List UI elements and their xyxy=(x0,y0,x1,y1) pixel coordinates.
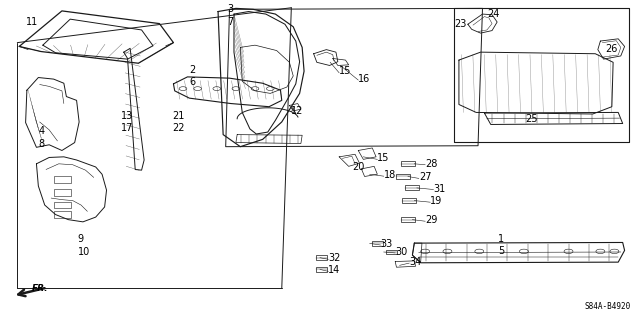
Text: 14: 14 xyxy=(328,265,340,276)
Text: 11: 11 xyxy=(26,17,38,27)
Text: 20: 20 xyxy=(352,162,364,172)
Bar xyxy=(316,267,327,272)
Text: 22: 22 xyxy=(172,123,185,133)
Text: 10: 10 xyxy=(78,247,90,257)
Text: 25: 25 xyxy=(525,114,538,124)
Bar xyxy=(54,202,72,208)
Bar xyxy=(372,241,383,246)
Text: 23: 23 xyxy=(454,19,466,28)
Bar xyxy=(54,189,72,196)
Text: 32: 32 xyxy=(328,253,340,263)
Text: 3: 3 xyxy=(228,4,234,14)
Text: 27: 27 xyxy=(419,172,431,182)
Text: FR.: FR. xyxy=(32,284,49,292)
Text: 17: 17 xyxy=(121,123,134,133)
Text: 12: 12 xyxy=(291,106,304,116)
Text: 28: 28 xyxy=(425,159,438,169)
Bar xyxy=(54,212,72,218)
Text: 34: 34 xyxy=(409,257,422,267)
Text: 26: 26 xyxy=(605,44,618,54)
Text: 33: 33 xyxy=(381,239,393,249)
Text: 21: 21 xyxy=(172,111,184,121)
Text: 5: 5 xyxy=(499,246,505,256)
Bar xyxy=(386,250,397,254)
Bar xyxy=(402,198,416,203)
Text: 29: 29 xyxy=(425,215,438,225)
Text: 31: 31 xyxy=(433,184,445,194)
Text: 2: 2 xyxy=(189,65,196,75)
Text: 1: 1 xyxy=(499,234,504,244)
Text: 6: 6 xyxy=(189,77,195,87)
Bar xyxy=(316,255,327,260)
Text: 4: 4 xyxy=(38,126,44,136)
Text: 18: 18 xyxy=(384,170,396,180)
Text: 16: 16 xyxy=(358,74,371,84)
Bar xyxy=(401,161,415,166)
Text: 13: 13 xyxy=(121,111,133,121)
Text: 19: 19 xyxy=(430,196,442,206)
Text: 8: 8 xyxy=(38,139,44,149)
Text: 24: 24 xyxy=(487,9,499,19)
Bar xyxy=(54,177,72,183)
Text: 9: 9 xyxy=(78,234,84,244)
Text: S84A-B4920: S84A-B4920 xyxy=(585,302,631,311)
Text: 7: 7 xyxy=(228,17,234,27)
Text: 15: 15 xyxy=(378,153,390,164)
Text: 15: 15 xyxy=(339,66,351,76)
Bar xyxy=(401,217,415,222)
Text: 30: 30 xyxy=(395,247,408,257)
Bar xyxy=(405,185,419,190)
Bar xyxy=(396,174,410,179)
